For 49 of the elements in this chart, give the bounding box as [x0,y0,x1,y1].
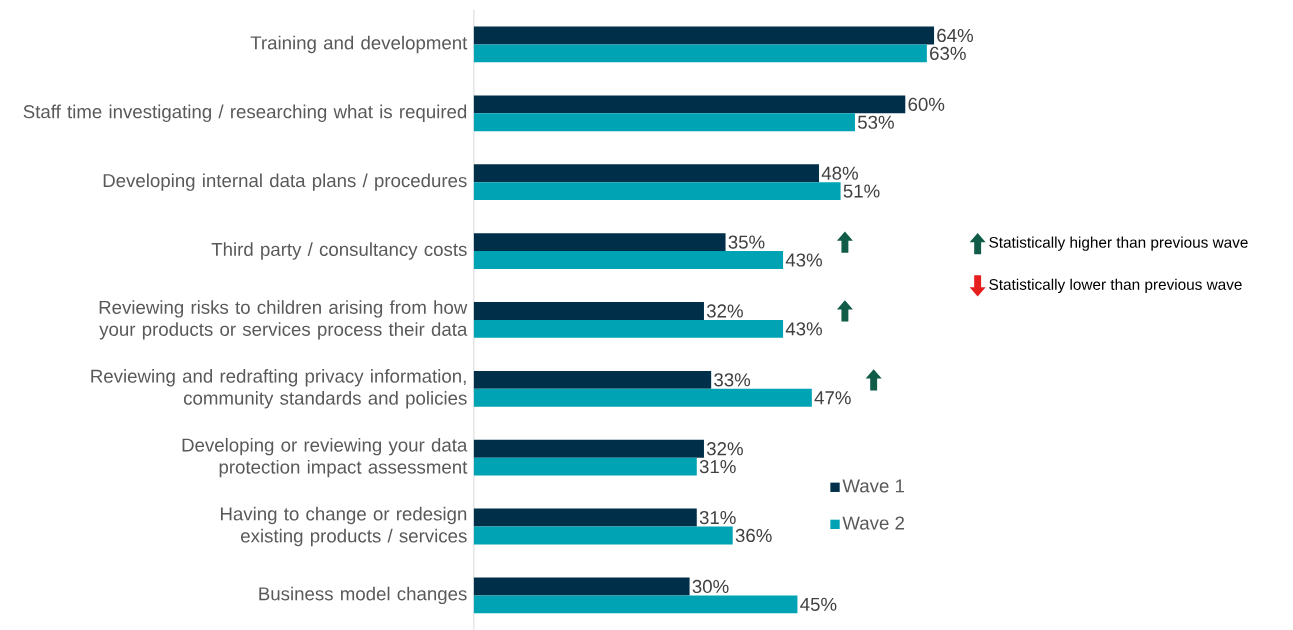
data-label: 43% [785,322,823,336]
legend-label: Wave 2 [842,516,904,530]
data-label: 32% [706,304,743,318]
data-label: 45% [800,597,837,611]
y-tick-label: Third party / consultancy costs [211,242,467,260]
bar [473,232,726,251]
data-label: 53% [857,115,894,129]
bar [473,577,690,596]
bar [473,457,697,476]
y-tick-label: Developing internal data plans / procedures [103,173,467,191]
y-tick-label: Training and development [250,35,468,53]
data-label: 31% [699,459,736,474]
data-label: 51% [843,184,880,198]
text: Statistically lower than previous wave [989,278,1242,293]
data-label: 36% [735,528,772,542]
bar [473,113,855,132]
data-label: 48% [821,166,858,180]
bar [473,250,784,269]
data-label: 63% [930,46,966,60]
legend-label: Wave 1 [842,479,904,493]
data-label: 64% [937,28,974,42]
data-label: 60% [908,97,945,111]
y-tick-label: Having to change or redesign existing products / services [220,506,467,547]
bar [473,319,784,338]
bar [473,182,841,200]
bar [473,595,798,614]
bar [473,526,733,545]
bar [473,388,812,407]
bar [473,44,927,63]
data-label: 31% [699,510,736,525]
data-label: 47% [814,391,851,405]
bar [473,370,712,389]
y-tick-label: Reviewing risks to children arising from how your products or services process their data [99,300,468,340]
bar [473,301,704,320]
bar [473,95,906,114]
data-label: 32% [706,441,743,456]
data-label: 33% [714,373,751,387]
bar [473,164,820,182]
y-tick-label: Reviewing and redrafting privacy information, community standards and policies [91,368,467,409]
y-tick-label: Staff time investigating / researching what is required [23,104,467,122]
text: Statistically higher than previous wave [989,236,1248,251]
data-label: 30% [692,579,729,593]
y-tick-label: Business model changes [259,586,467,604]
y-tick-label: Developing or reviewing your data protection impact assessment [182,437,468,478]
bar [473,439,704,458]
bar [473,508,697,527]
data-label: 43% [785,253,823,267]
data-label: 35% [728,235,765,249]
bar [473,26,935,45]
